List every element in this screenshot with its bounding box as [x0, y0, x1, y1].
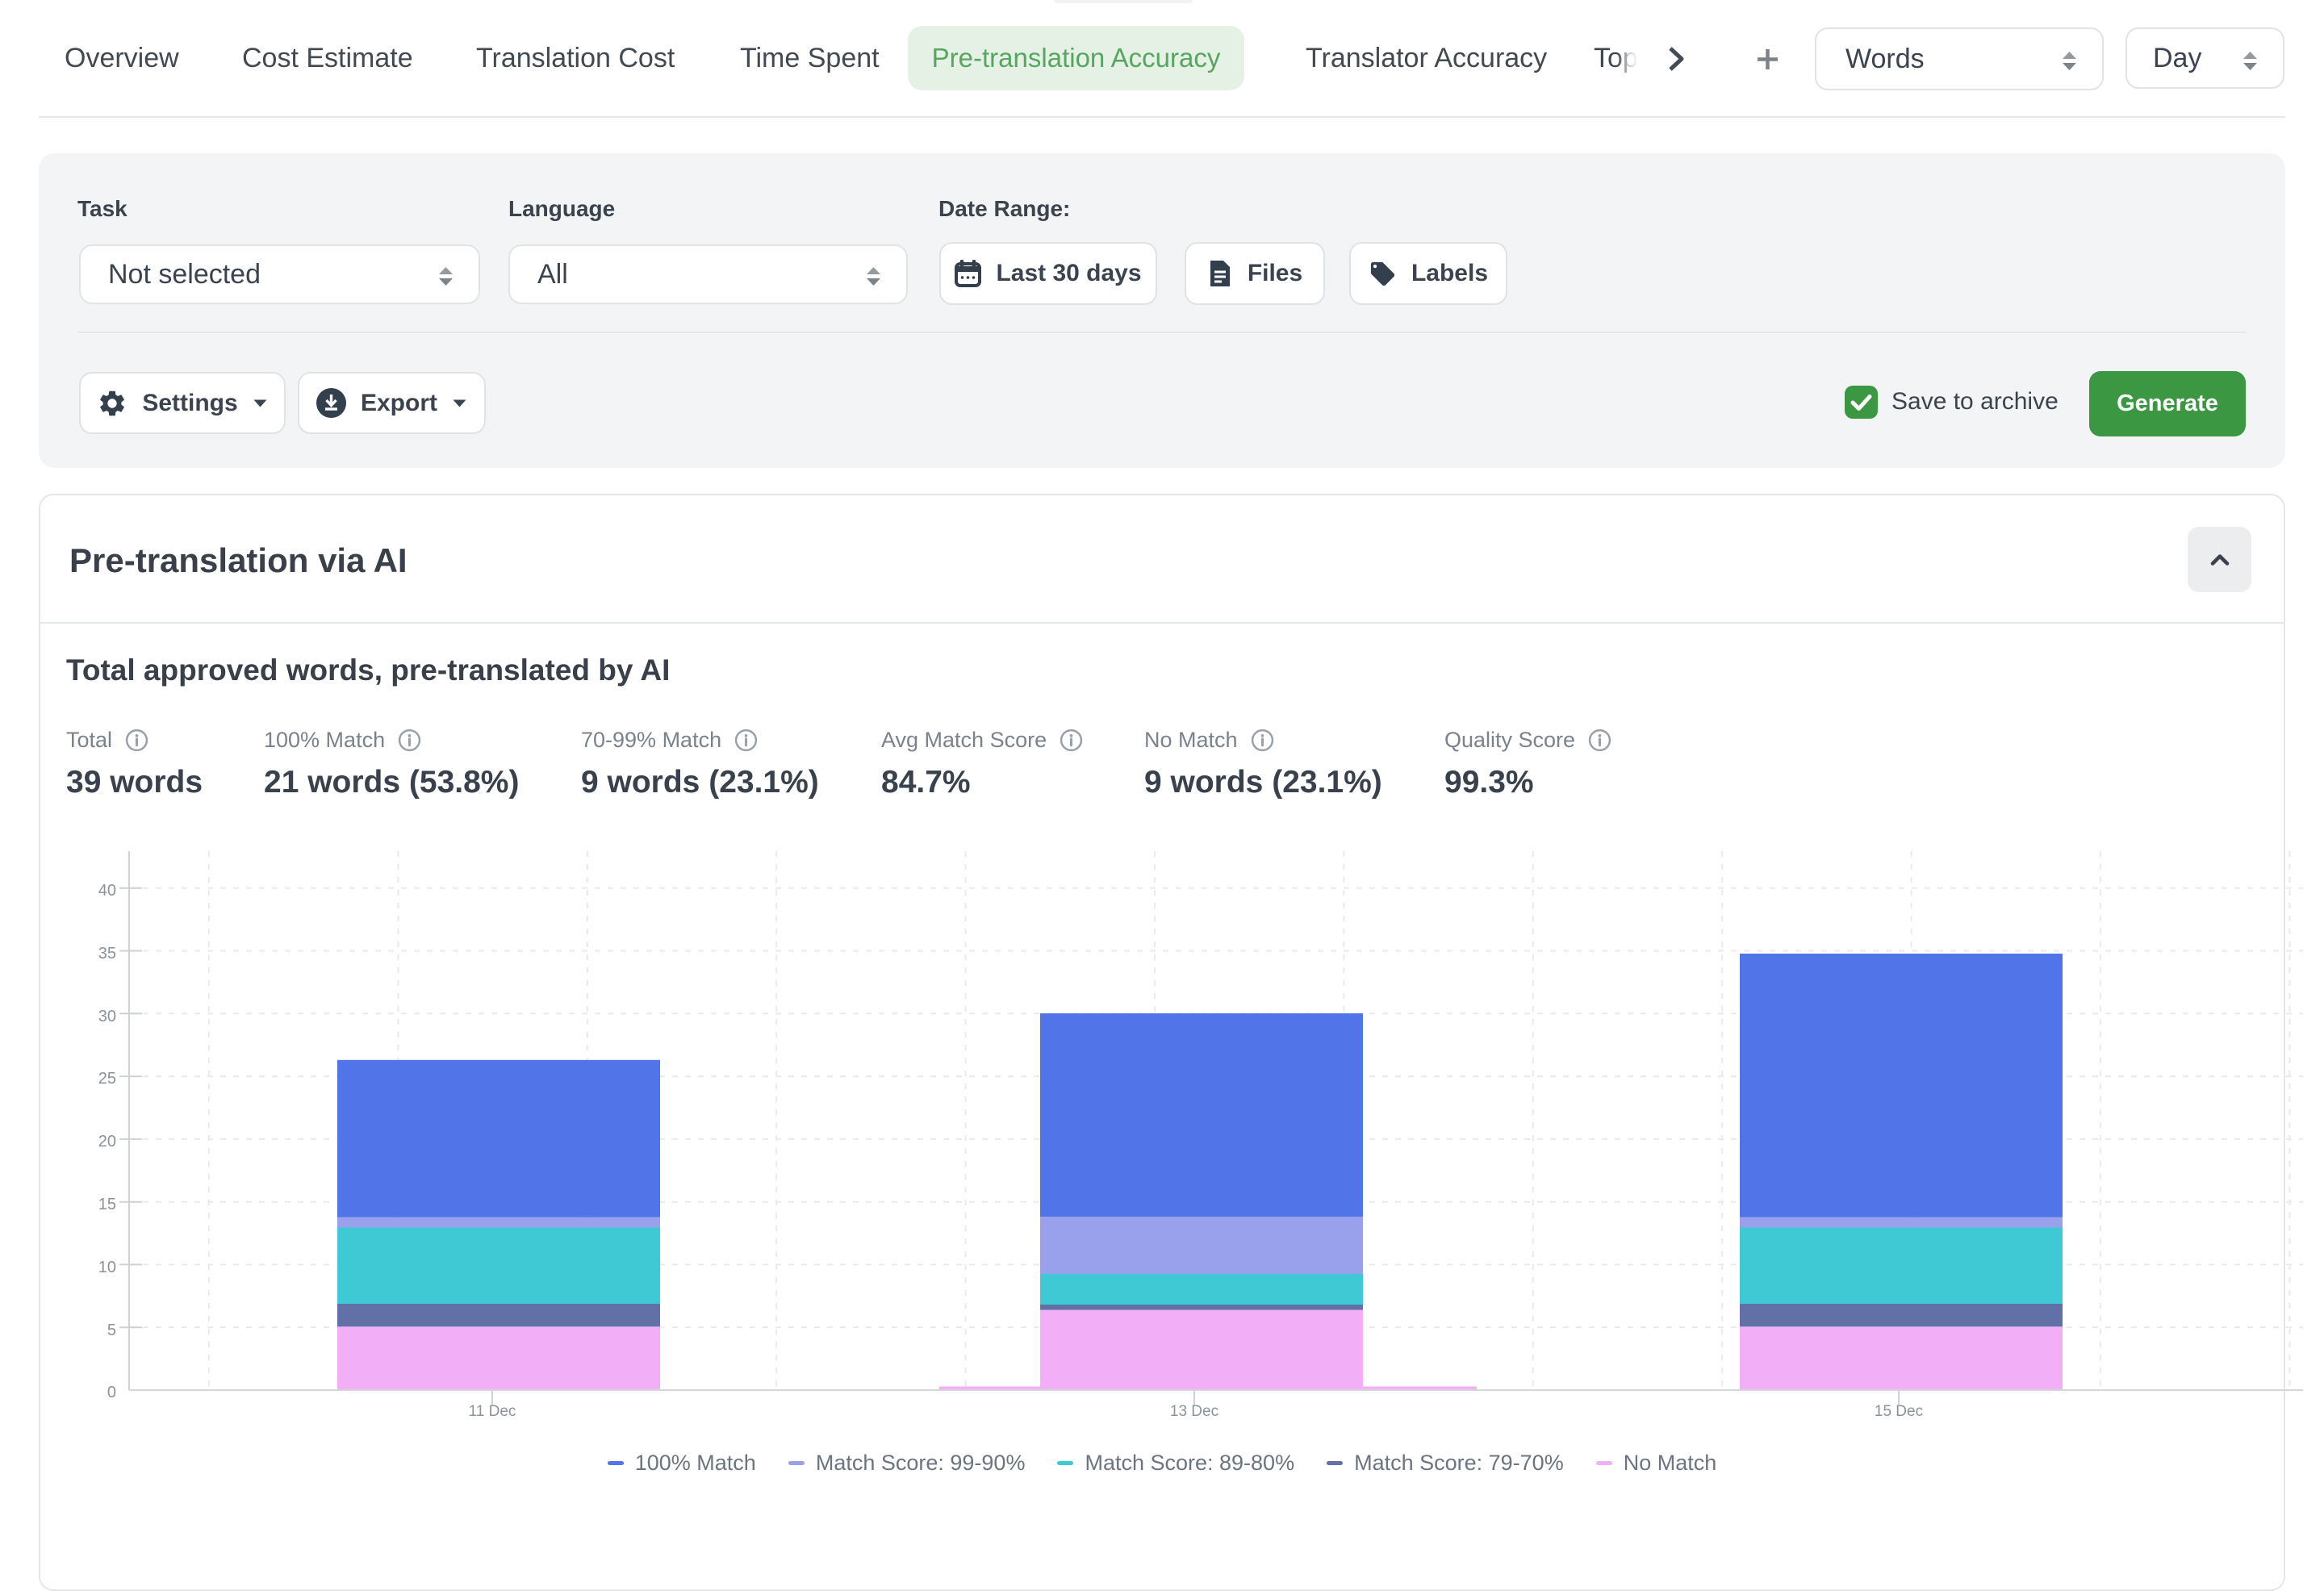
- svg-text:40: 40: [98, 882, 116, 900]
- svg-text:15: 15: [98, 1196, 116, 1213]
- svg-text:13 Dec: 13 Dec: [1170, 1403, 1218, 1420]
- svg-text:15 Dec: 15 Dec: [1875, 1403, 1923, 1420]
- svg-text:10: 10: [98, 1259, 116, 1276]
- svg-text:30: 30: [98, 1008, 116, 1025]
- svg-text:35: 35: [98, 945, 116, 963]
- svg-text:0: 0: [107, 1384, 116, 1401]
- svg-text:11 Dec: 11 Dec: [469, 1403, 516, 1420]
- svg-text:25: 25: [98, 1070, 116, 1088]
- svg-text:20: 20: [98, 1133, 116, 1150]
- svg-text:5: 5: [107, 1322, 116, 1339]
